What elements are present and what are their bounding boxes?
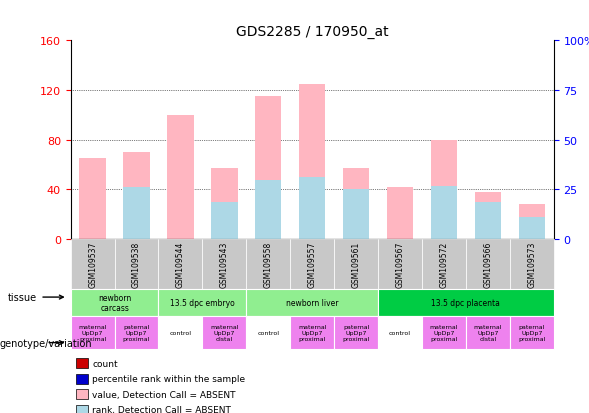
- FancyBboxPatch shape: [334, 240, 378, 289]
- Text: GSM109572: GSM109572: [439, 241, 448, 287]
- Text: GSM109537: GSM109537: [88, 241, 97, 287]
- Text: tissue: tissue: [8, 292, 63, 302]
- FancyBboxPatch shape: [71, 240, 115, 289]
- Bar: [75, 405, 88, 413]
- Bar: [123, 188, 150, 240]
- Bar: [343, 190, 369, 240]
- Text: maternal
UpDp7
proximal: maternal UpDp7 proximal: [298, 324, 326, 341]
- Text: newborn liver: newborn liver: [286, 298, 339, 307]
- Bar: [475, 192, 501, 240]
- FancyBboxPatch shape: [422, 316, 466, 349]
- Bar: [343, 169, 369, 240]
- Bar: [167, 116, 194, 240]
- Text: paternal
UpDp7
proximal: paternal UpDp7 proximal: [123, 324, 150, 341]
- Bar: [518, 217, 545, 240]
- FancyBboxPatch shape: [509, 316, 554, 349]
- Text: GSM109558: GSM109558: [264, 241, 273, 287]
- Text: paternal
UpDp7
proximal: paternal UpDp7 proximal: [518, 324, 545, 341]
- Bar: [431, 186, 457, 240]
- Title: GDS2285 / 170950_at: GDS2285 / 170950_at: [236, 25, 389, 39]
- Bar: [387, 188, 413, 240]
- Text: maternal
UpDp7
proximal: maternal UpDp7 proximal: [78, 324, 107, 341]
- Text: GSM109567: GSM109567: [395, 241, 405, 287]
- Bar: [255, 97, 282, 240]
- Bar: [80, 159, 106, 240]
- FancyBboxPatch shape: [158, 289, 246, 316]
- FancyBboxPatch shape: [509, 240, 554, 289]
- Text: GSM109573: GSM109573: [527, 241, 536, 287]
- FancyBboxPatch shape: [203, 240, 246, 289]
- Text: GSM109557: GSM109557: [307, 241, 317, 287]
- Text: GSM109543: GSM109543: [220, 241, 229, 287]
- Text: maternal
UpDp7
proximal: maternal UpDp7 proximal: [429, 324, 458, 341]
- Text: 13.5 dpc embryo: 13.5 dpc embryo: [170, 298, 235, 307]
- FancyBboxPatch shape: [203, 316, 246, 349]
- Text: value, Detection Call = ABSENT: value, Detection Call = ABSENT: [92, 390, 236, 399]
- Bar: [255, 180, 282, 240]
- FancyBboxPatch shape: [158, 316, 203, 349]
- Text: GSM109544: GSM109544: [176, 241, 185, 287]
- Text: percentile rank within the sample: percentile rank within the sample: [92, 375, 246, 383]
- Text: newborn
carcass: newborn carcass: [98, 293, 131, 312]
- FancyBboxPatch shape: [466, 240, 509, 289]
- Text: control: control: [257, 330, 279, 335]
- Text: GSM109538: GSM109538: [132, 241, 141, 287]
- Text: 13.5 dpc placenta: 13.5 dpc placenta: [431, 298, 500, 307]
- Bar: [75, 389, 88, 399]
- FancyBboxPatch shape: [115, 240, 158, 289]
- Bar: [299, 178, 325, 240]
- FancyBboxPatch shape: [334, 316, 378, 349]
- FancyBboxPatch shape: [71, 316, 115, 349]
- Bar: [299, 85, 325, 240]
- FancyBboxPatch shape: [115, 316, 158, 349]
- FancyBboxPatch shape: [246, 316, 290, 349]
- Text: GSM109561: GSM109561: [352, 241, 360, 287]
- Bar: [123, 153, 150, 240]
- FancyBboxPatch shape: [290, 316, 334, 349]
- Text: genotype/variation: genotype/variation: [0, 338, 92, 348]
- FancyBboxPatch shape: [290, 240, 334, 289]
- Bar: [211, 202, 237, 240]
- Bar: [211, 169, 237, 240]
- FancyBboxPatch shape: [246, 240, 290, 289]
- FancyBboxPatch shape: [71, 289, 158, 316]
- Text: rank, Detection Call = ABSENT: rank, Detection Call = ABSENT: [92, 406, 231, 413]
- Text: GSM109566: GSM109566: [484, 241, 492, 287]
- FancyBboxPatch shape: [378, 316, 422, 349]
- Text: control: control: [170, 330, 191, 335]
- Text: maternal
UpDp7
distal: maternal UpDp7 distal: [474, 324, 502, 341]
- Text: paternal
UpDp7
proximal: paternal UpDp7 proximal: [342, 324, 370, 341]
- FancyBboxPatch shape: [158, 240, 203, 289]
- FancyBboxPatch shape: [466, 316, 509, 349]
- Text: maternal
UpDp7
distal: maternal UpDp7 distal: [210, 324, 239, 341]
- Text: control: control: [389, 330, 411, 335]
- FancyBboxPatch shape: [378, 289, 554, 316]
- Bar: [518, 205, 545, 240]
- FancyBboxPatch shape: [246, 289, 378, 316]
- Bar: [75, 374, 88, 384]
- FancyBboxPatch shape: [378, 240, 422, 289]
- FancyBboxPatch shape: [422, 240, 466, 289]
- Bar: [431, 140, 457, 240]
- Text: count: count: [92, 359, 118, 368]
- Bar: [75, 358, 88, 368]
- Bar: [475, 202, 501, 240]
